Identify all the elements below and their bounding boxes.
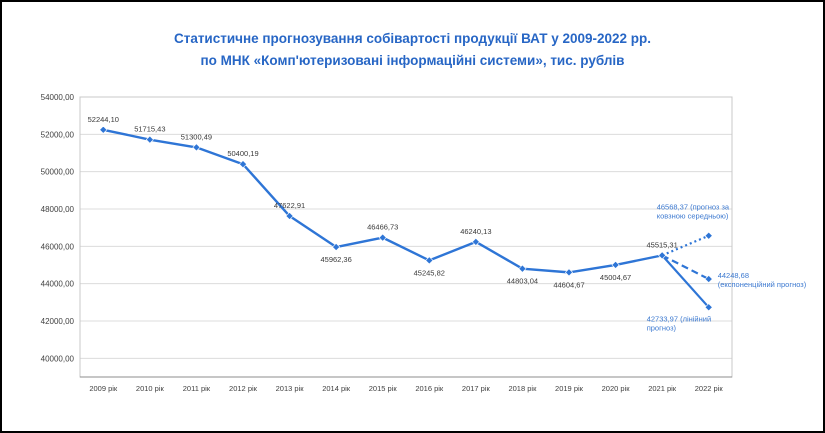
data-label: 45245,82 — [414, 268, 445, 277]
y-tick-label: 46000,00 — [41, 242, 75, 251]
data-label: 45004,67 — [600, 273, 631, 282]
data-point-marker — [145, 135, 154, 144]
data-label: 51715,43 — [134, 125, 165, 134]
data-point-marker — [471, 237, 480, 246]
data-point-marker — [332, 243, 341, 252]
data-point-marker — [285, 212, 294, 221]
linear-forecast-annotation: 42733,97 (лінійний прогноз) — [647, 314, 711, 332]
data-label: 52244,10 — [88, 115, 119, 124]
data-label: 44604,67 — [553, 280, 584, 289]
moving-average-forecast-line — [661, 234, 710, 257]
x-tick-label: 2015 рік — [369, 384, 398, 393]
data-label: 46240,13 — [460, 227, 491, 236]
x-tick-label: 2010 рік — [136, 384, 165, 393]
data-label: 45962,36 — [320, 255, 351, 264]
y-tick-label: 44000,00 — [41, 280, 75, 289]
moving-average-forecast-marker — [704, 231, 713, 240]
x-tick-label: 2020 рік — [602, 384, 631, 393]
data-point-marker — [611, 260, 620, 269]
x-tick-label: 2014 рік — [322, 384, 351, 393]
x-tick-label: 2012 рік — [229, 384, 258, 393]
y-tick-label: 50000,00 — [41, 168, 75, 177]
linear-forecast-line — [661, 254, 710, 309]
data-point-marker — [192, 143, 201, 152]
data-label: 51300,49 — [181, 132, 212, 141]
moving-average-forecast-annotation: 46568,37 (прогноз за ковзною середньою) — [657, 203, 730, 221]
exponential-forecast-marker — [704, 275, 713, 284]
y-tick-label: 48000,00 — [41, 205, 75, 214]
data-label: 44803,04 — [507, 277, 538, 286]
data-label: 47622,91 — [274, 201, 305, 210]
exponential-forecast-line — [661, 254, 710, 281]
x-tick-label: 2019 рік — [555, 384, 584, 393]
x-tick-label: 2016 рік — [415, 384, 444, 393]
data-label: 50400,19 — [227, 149, 258, 158]
data-point-marker — [99, 125, 108, 134]
data-point-marker — [425, 256, 434, 265]
data-point-marker — [378, 233, 387, 242]
plot-border — [79, 96, 733, 378]
x-tick-label: 2013 рік — [276, 384, 305, 393]
x-tick-label: 2022 рік — [695, 384, 724, 393]
data-point-marker — [518, 264, 527, 273]
x-tick-label: 2018 рік — [508, 384, 537, 393]
y-tick-label: 54000,00 — [41, 93, 75, 102]
chart-title-line2: по МНК «Комп'ютеризовані інформаційні си… — [200, 52, 625, 68]
data-label: 46466,73 — [367, 223, 398, 232]
series-line — [103, 128, 663, 274]
exponential-forecast-annotation: 44248,68 (експоненційний прогноз) — [718, 271, 807, 289]
linear-forecast-marker — [704, 303, 713, 312]
x-tick-label: 2017 рік — [462, 384, 491, 393]
data-point-marker — [238, 160, 248, 169]
chart-title-line1: Статистичне прогнозування собівартості п… — [173, 31, 652, 46]
chart-title: Статистичне прогнозування собівартості п… — [2, 28, 823, 71]
data-point-marker — [658, 251, 667, 260]
x-tick-label: 2009 рік — [89, 384, 118, 393]
y-tick-label: 52000,00 — [41, 130, 75, 139]
x-tick-label: 2011 рік — [183, 384, 211, 393]
data-point-marker — [564, 268, 574, 277]
data-label: 45515,31 — [646, 240, 677, 249]
y-tick-label: 42000,00 — [41, 317, 75, 326]
y-tick-label: 40000,00 — [41, 354, 75, 363]
x-tick-label: 2021 рік — [648, 384, 677, 393]
